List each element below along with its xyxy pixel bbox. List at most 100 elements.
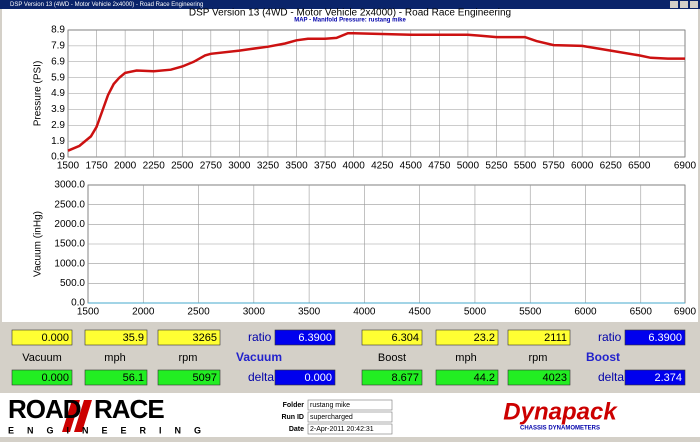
value-caption: delta — [248, 370, 274, 384]
brand-sub: CHASSIS DYNAMOMETERS — [520, 426, 600, 432]
window-title: DSP Version 13 (4WD - Motor Vehicle 2x40… — [10, 2, 203, 8]
logo-slash — [74, 400, 92, 432]
field-box — [307, 399, 393, 411]
value-caption: delta — [598, 370, 624, 384]
value-caption: ratio — [248, 330, 272, 344]
value-text: 2111 — [544, 332, 567, 344]
x-tick-label: 6250 — [600, 161, 623, 172]
x-tick-label: 6900 — [674, 307, 697, 318]
field-label: Folder — [283, 402, 305, 409]
value-label: rpm — [529, 352, 548, 364]
x-tick-label: 1750 — [85, 161, 108, 172]
x-tick-label: 6500 — [630, 307, 653, 318]
x-tick-label: 5000 — [457, 161, 480, 172]
x-tick-label: 2000 — [132, 307, 155, 318]
x-tick-label: 3250 — [257, 161, 280, 172]
value-label: rpm — [179, 352, 198, 364]
value-box — [274, 329, 336, 346]
x-tick-label: 1500 — [57, 161, 80, 172]
x-tick-label: 2500 — [187, 307, 210, 318]
value-text: 6.3900 — [648, 332, 682, 344]
value-label: mph — [455, 352, 476, 364]
x-tick-label: 5500 — [519, 307, 542, 318]
field-value: supercharged — [310, 414, 353, 421]
x-tick-label: 5250 — [485, 161, 508, 172]
y-tick-label: 3.9 — [51, 104, 65, 115]
y-tick-label: 0.0 — [71, 298, 85, 309]
x-tick-label: 2500 — [171, 161, 194, 172]
field-box — [307, 423, 393, 435]
data-line — [67, 31, 685, 152]
value-label: Boost — [586, 350, 620, 364]
y-tick-label: 2000.0 — [54, 219, 85, 230]
x-tick-label: 5000 — [464, 307, 487, 318]
value-box — [11, 369, 73, 386]
value-text: 3265 — [193, 332, 217, 344]
minimize-button[interactable] — [670, 1, 678, 8]
value-box — [507, 369, 571, 386]
y-tick-label: 3000.0 — [54, 180, 85, 191]
x-tick-label: 4250 — [371, 161, 394, 172]
value-box — [624, 369, 686, 386]
x-tick-label: 1500 — [77, 307, 100, 318]
field-box — [307, 411, 393, 423]
value-box — [84, 329, 148, 346]
x-tick-label: 4000 — [343, 161, 366, 172]
value-text: 5097 — [193, 372, 217, 384]
y-axis-label: Pressure (PSI) — [33, 61, 44, 127]
chart-title: DSP Version 13 (4WD - Motor Vehicle 2x40… — [189, 8, 511, 19]
logo-race: RACE — [94, 394, 164, 424]
value-text: 6.304 — [391, 332, 419, 344]
x-tick-label: 6500 — [628, 161, 651, 172]
logo-road: ROAD — [8, 394, 81, 424]
y-tick-label: 1000.0 — [54, 258, 85, 269]
value-box — [435, 329, 499, 346]
chart-subtitle: MAP - Manifold Pressure: rustang mike — [294, 18, 406, 24]
x-tick-label: 4000 — [353, 307, 376, 318]
y-axis-label: Vacuum (inHg) — [33, 211, 44, 277]
value-text: 8.677 — [391, 372, 419, 384]
x-tick-label: 6000 — [571, 161, 594, 172]
value-text: 0.000 — [41, 332, 69, 344]
y-tick-label: 500.0 — [60, 278, 85, 289]
value-label: mph — [104, 352, 125, 364]
x-tick-label: 2250 — [143, 161, 166, 172]
value-box — [157, 329, 221, 346]
x-tick-label: 6000 — [574, 307, 597, 318]
value-box — [274, 369, 336, 386]
y-tick-label: 8.9 — [51, 25, 65, 36]
value-box — [11, 329, 73, 346]
y-tick-label: 1.9 — [51, 136, 65, 147]
value-box — [361, 329, 423, 346]
value-label: Boost — [378, 352, 406, 364]
value-text: 44.2 — [474, 372, 495, 384]
y-tick-label: 6.9 — [51, 56, 65, 67]
x-tick-label: 3500 — [298, 307, 321, 318]
x-tick-label: 3500 — [285, 161, 308, 172]
close-button[interactable] — [690, 1, 698, 8]
value-text: 2.374 — [654, 372, 682, 384]
y-tick-label: 7.9 — [51, 41, 65, 52]
y-tick-label: 2500.0 — [54, 199, 85, 210]
x-tick-label: 5500 — [514, 161, 537, 172]
x-tick-label: 4500 — [400, 161, 423, 172]
x-tick-label: 6900 — [674, 161, 697, 172]
x-tick-label: 2750 — [200, 161, 223, 172]
value-label: Vacuum — [236, 350, 282, 364]
value-text: 0.000 — [41, 372, 69, 384]
x-tick-label: 3000 — [243, 307, 266, 318]
y-tick-label: 5.9 — [51, 72, 65, 83]
field-value: rustang mike — [310, 402, 350, 409]
value-box — [507, 329, 571, 346]
value-text: 4023 — [543, 372, 567, 384]
value-box — [361, 369, 423, 386]
logo-engineering: ENGINEERING — [8, 425, 214, 435]
value-text: 0.000 — [304, 372, 332, 384]
value-box — [435, 369, 499, 386]
x-tick-label: 4500 — [409, 307, 432, 318]
maximize-button[interactable] — [680, 1, 688, 8]
x-tick-label: 3000 — [228, 161, 251, 172]
value-label: Vacuum — [22, 352, 62, 364]
